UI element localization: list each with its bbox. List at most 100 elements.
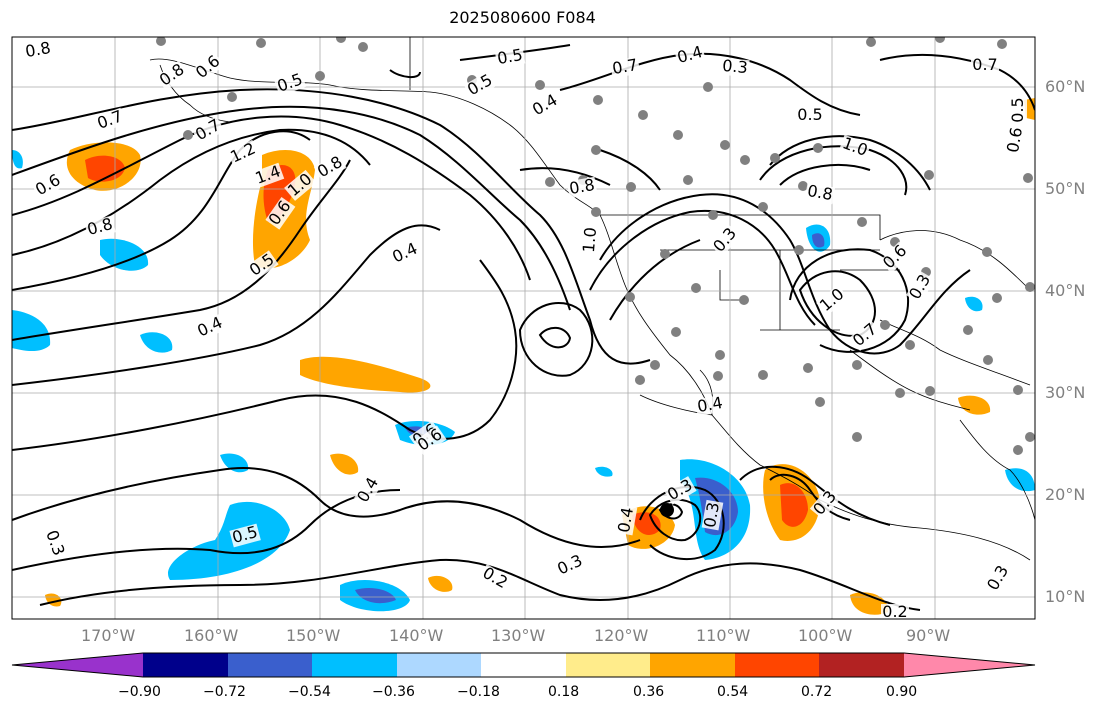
shade-negative <box>140 332 173 353</box>
contour-label-background <box>494 46 526 69</box>
contour-label-background <box>809 487 841 520</box>
station-marker <box>813 143 823 153</box>
shade-negative-core <box>812 233 825 248</box>
contour-label-background <box>226 139 260 168</box>
contour-label-background <box>796 107 824 124</box>
station-marker <box>983 355 993 365</box>
contour-label-background <box>553 551 587 580</box>
contour-label-background <box>413 425 447 456</box>
contour-label: 0.2 <box>882 602 907 621</box>
contour-label-background <box>971 57 999 74</box>
contour-label-background <box>94 107 127 134</box>
shade-negative <box>12 310 51 352</box>
station-marker <box>925 386 935 396</box>
shade-negative-core <box>355 588 396 604</box>
lon-label: 170°W <box>81 626 136 645</box>
shade-negative <box>1005 468 1035 492</box>
lat-label: 40°N <box>1045 281 1086 300</box>
shade-positive-core <box>780 483 808 527</box>
colorbar-segment <box>228 653 312 677</box>
colorbar-tick-label: 0.54 <box>717 684 749 700</box>
station-marker <box>650 360 660 370</box>
station-marker <box>625 292 635 302</box>
contour-label-background <box>463 71 497 100</box>
cyclone-center-marker <box>660 503 674 517</box>
contour-label-background <box>245 250 279 281</box>
station-marker <box>703 82 713 92</box>
station-marker <box>593 95 603 105</box>
station-marker <box>1025 432 1035 442</box>
contour-label-background <box>701 499 724 531</box>
contour-label: 0.6 <box>1003 126 1026 154</box>
contour-label-background <box>252 162 285 189</box>
lon-label: 150°W <box>286 626 341 645</box>
lon-label: 120°W <box>594 626 649 645</box>
station-marker <box>660 249 670 259</box>
colorbar-tick-label: 0.90 <box>886 684 918 700</box>
contour-label-background <box>609 56 641 79</box>
contour-label-background <box>354 473 383 507</box>
contour-label-background <box>879 241 912 274</box>
colorbar-segment <box>481 653 566 677</box>
colorbar-tick-label: 0.36 <box>633 684 665 700</box>
station-marker <box>671 327 681 337</box>
station-marker <box>683 175 693 185</box>
station-marker <box>852 360 862 370</box>
contour-label-background <box>155 60 189 91</box>
station-marker <box>1025 282 1035 292</box>
shade-negative <box>12 150 23 169</box>
colorbar-segment <box>566 653 650 677</box>
contour-label-background <box>284 169 317 201</box>
lon-label: 140°W <box>389 626 444 645</box>
shade-positive <box>850 592 889 615</box>
contour-label-background <box>22 39 54 62</box>
shade-positive <box>300 356 431 393</box>
contour-label-background <box>709 224 741 257</box>
lon-label: 160°W <box>184 626 239 645</box>
station-marker <box>815 397 825 407</box>
station-marker <box>713 371 723 381</box>
contour-label-background <box>906 270 935 304</box>
station-marker <box>626 182 636 192</box>
station-marker <box>1013 385 1023 395</box>
station-marker <box>798 181 808 191</box>
lon-label: 90°W <box>906 626 951 645</box>
contour-label-background <box>566 176 598 199</box>
station-marker <box>739 295 749 305</box>
shade-positive <box>958 395 991 415</box>
contour-label-background <box>388 239 422 268</box>
contour-label-background <box>674 43 706 68</box>
colorbar-extend-high <box>904 653 1035 677</box>
contour-label: 0.7 <box>611 55 639 78</box>
station-marker <box>591 207 601 217</box>
contour-label-background <box>193 313 227 342</box>
shade-negative <box>100 238 149 271</box>
contour-label-background <box>191 116 225 145</box>
station-marker <box>982 247 992 257</box>
contour-label: 0.4 <box>696 393 724 416</box>
station-marker <box>183 130 193 140</box>
shade-negative <box>965 296 983 312</box>
contour-label-background <box>274 70 307 97</box>
station-marker <box>545 177 555 187</box>
shade-positive <box>330 453 359 475</box>
lat-label: 30°N <box>1045 383 1086 402</box>
contour-label-background <box>528 91 562 120</box>
station-marker <box>857 217 867 227</box>
colorbar-tick-label: 0.18 <box>548 684 580 700</box>
lat-label: 20°N <box>1045 485 1086 504</box>
contour-label: 0.7 <box>972 55 997 74</box>
station-marker <box>336 37 346 43</box>
contour-label: 1.0 <box>579 226 600 253</box>
station-marker <box>758 202 768 212</box>
colorbar-tick-label: −0.90 <box>118 684 161 700</box>
contour-label-background <box>881 604 909 619</box>
station-marker <box>591 145 601 155</box>
contour-label-background <box>192 51 225 83</box>
colorbar-segment <box>397 653 481 677</box>
station-marker <box>803 363 813 373</box>
gridlines <box>12 37 1035 619</box>
station-marker <box>1023 173 1033 183</box>
station-marker <box>1013 445 1023 455</box>
colorbar-segment <box>650 653 735 677</box>
